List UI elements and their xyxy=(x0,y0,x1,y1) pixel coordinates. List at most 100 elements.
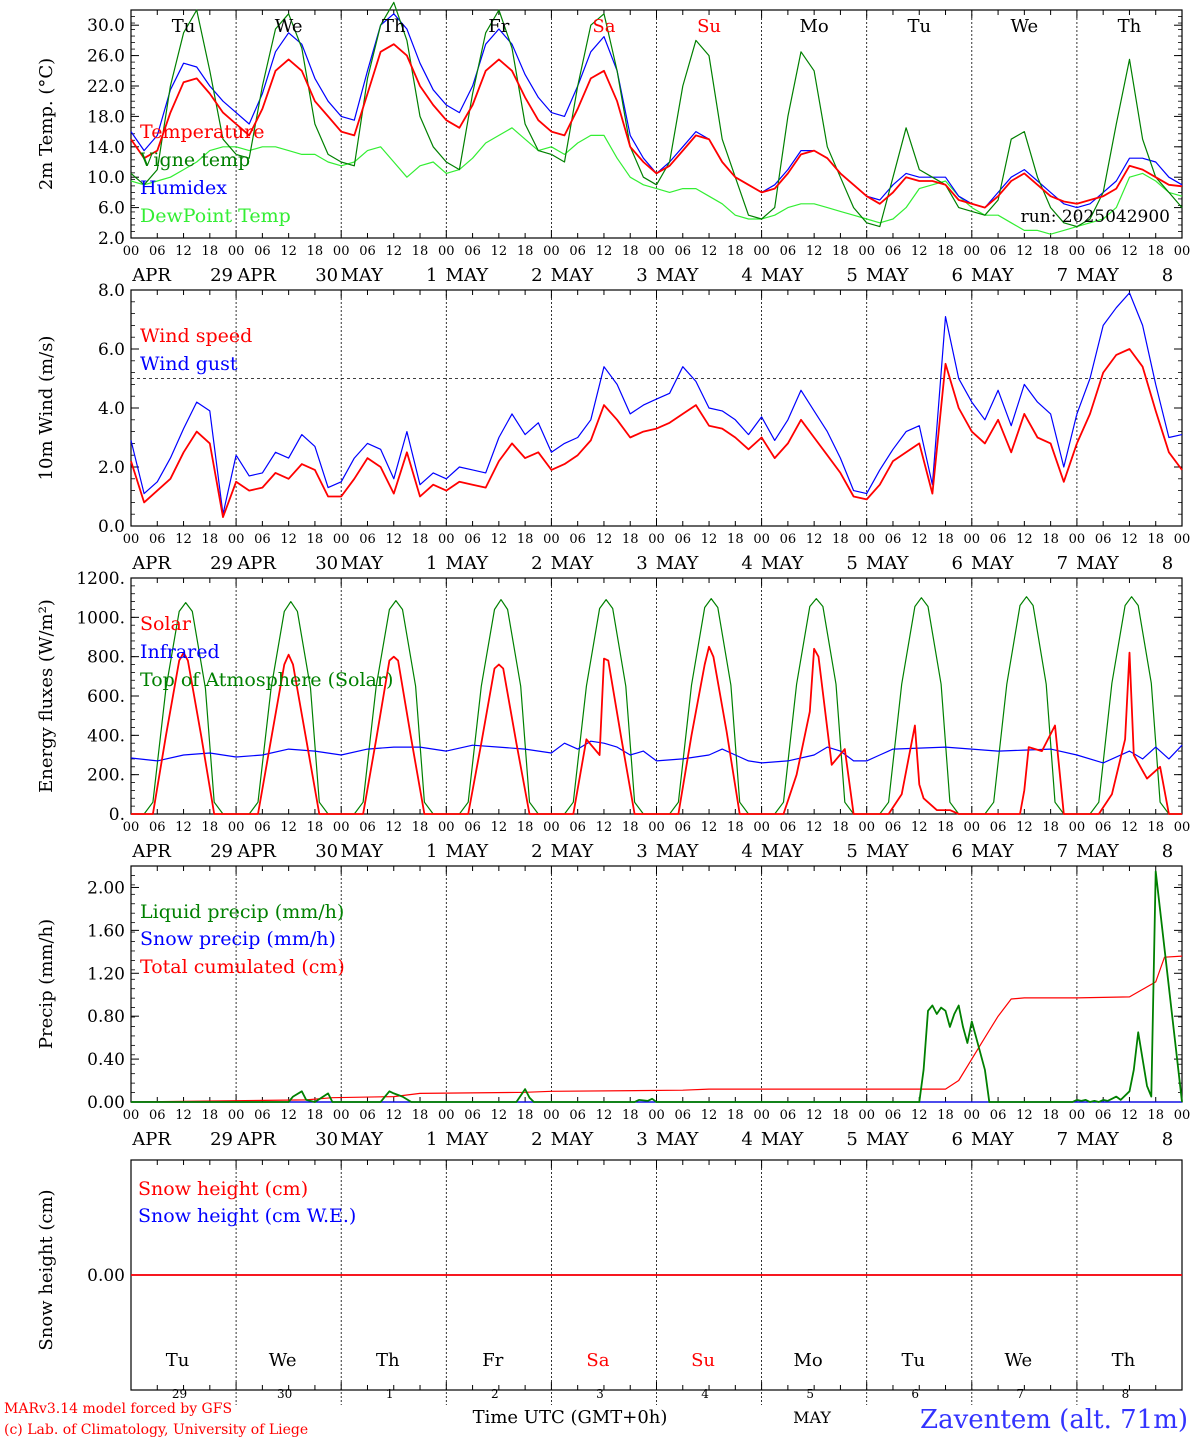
date-month-label: MAY xyxy=(761,1129,805,1150)
series-temperature-line xyxy=(130,43,1183,209)
hour-tick-label: 00 xyxy=(228,244,245,259)
hour-tick-label: 06 xyxy=(675,532,692,547)
date-month-label: MAY xyxy=(866,1129,910,1150)
hour-tick-label: 12 xyxy=(596,1108,613,1123)
hour-tick-label: 12 xyxy=(280,532,297,547)
date-day-label: 6 xyxy=(952,553,963,574)
hour-tick-label: 06 xyxy=(780,820,797,835)
day-name-label: Fr xyxy=(482,1350,503,1371)
hour-tick-label: 06 xyxy=(675,820,692,835)
date-month-label: APR xyxy=(236,841,276,862)
hour-tick-label: 00 xyxy=(1174,820,1191,835)
hour-tick-label: 00 xyxy=(648,244,665,259)
date-day-label: 6 xyxy=(952,1129,963,1150)
day-name-label: Th xyxy=(1112,1350,1136,1371)
hour-tick-label: 00 xyxy=(858,244,875,259)
hour-tick-label: 12 xyxy=(806,1108,823,1123)
hour-tick-label: 18 xyxy=(622,1108,639,1123)
day-name-label: We xyxy=(275,16,303,37)
date-month-label: MAY xyxy=(656,553,700,574)
hour-tick-label: 06 xyxy=(359,244,376,259)
hour-tick-label: 12 xyxy=(1121,532,1138,547)
series-solar-line xyxy=(131,645,1182,815)
hour-tick-label: 00 xyxy=(228,820,245,835)
hour-tick-label: 00 xyxy=(1069,820,1086,835)
hour-tick-label: 12 xyxy=(1121,820,1138,835)
hour-tick-label: 12 xyxy=(491,1108,508,1123)
date-day-label: 5 xyxy=(846,841,857,862)
date-day-label: 8 xyxy=(1162,841,1173,862)
date-month-label: MAY xyxy=(866,553,910,574)
date-day-label: 3 xyxy=(636,1129,647,1150)
legend-entry: Total cumulated (cm) xyxy=(140,956,345,978)
y-tick-label: 14.0 xyxy=(87,138,125,158)
hour-tick-label: 06 xyxy=(990,1108,1007,1123)
hour-tick-label: 18 xyxy=(832,532,849,547)
legend-entry: Temperature xyxy=(140,121,264,143)
hour-tick-label: 06 xyxy=(885,244,902,259)
hour-tick-label: 18 xyxy=(517,532,534,547)
date-day-label: 1 xyxy=(426,1129,437,1150)
hour-tick-label: 06 xyxy=(149,532,166,547)
hour-tick-label: 00 xyxy=(648,1108,665,1123)
y-axis-title: 2m Temp. (°C) xyxy=(36,58,57,190)
day-number-label: 29 xyxy=(172,1387,187,1401)
date-month-label: MAY xyxy=(446,553,490,574)
date-month-label: MAY xyxy=(551,265,595,286)
hour-tick-label: 12 xyxy=(1016,244,1033,259)
date-day-label: 29 xyxy=(210,265,233,286)
legend-entry: Infrared xyxy=(140,641,220,663)
hour-tick-label: 18 xyxy=(307,244,324,259)
hour-tick-label: 00 xyxy=(858,532,875,547)
y-tick-label: 0. xyxy=(109,805,125,825)
hour-tick-label: 12 xyxy=(280,820,297,835)
date-month-label: MAY xyxy=(761,553,805,574)
hour-tick-label: 12 xyxy=(280,244,297,259)
legend-entry: Wind gust xyxy=(140,353,238,375)
hour-tick-label: 00 xyxy=(753,532,770,547)
date-month-label: APR xyxy=(131,553,171,574)
y-tick-label: 10.0 xyxy=(87,168,125,188)
hour-tick-label: 00 xyxy=(1069,1108,1086,1123)
hour-tick-label: 00 xyxy=(1174,532,1191,547)
panel-1: 00 06 12 18 00 06 12 18 00 06 12 18 00 06 12 18 00 06 12 18… xyxy=(36,1,1190,286)
hour-tick-label: 06 xyxy=(990,532,1007,547)
date-month-label: MAY xyxy=(971,265,1015,286)
y-tick-label: 200. xyxy=(87,766,125,786)
hour-tick-label: 12 xyxy=(385,532,402,547)
hour-tick-label: 00 xyxy=(123,532,140,547)
day-name-label: Tu xyxy=(907,16,931,37)
hour-tick-label: 12 xyxy=(491,820,508,835)
hour-tick-label: 12 xyxy=(175,244,192,259)
day-number-label: 3 xyxy=(596,1387,604,1401)
date-day-label: 2 xyxy=(531,265,542,286)
hour-tick-label: 18 xyxy=(937,244,954,259)
time-axis-title: Time UTC (GMT+0h) xyxy=(473,1407,668,1428)
date-day-label: 4 xyxy=(741,265,752,286)
hour-tick-label: 00 xyxy=(438,532,455,547)
date-day-label: 3 xyxy=(636,265,647,286)
hour-tick-label: 00 xyxy=(333,532,350,547)
day-name-label: Sa xyxy=(592,16,615,37)
date-month-label: MAY xyxy=(1076,553,1120,574)
y-tick-label: 0.00 xyxy=(87,1093,125,1113)
legend-entry: Liquid precip (mm/h) xyxy=(140,901,344,923)
date-day-label: 29 xyxy=(210,553,233,574)
footer-model-credit: MARv3.14 model forced by GFS xyxy=(4,1401,232,1417)
day-name-label: Mo xyxy=(800,16,829,37)
hour-tick-label: 00 xyxy=(753,820,770,835)
hour-tick-label: 00 xyxy=(964,1108,981,1123)
date-month-label: MAY xyxy=(446,1129,490,1150)
date-month-label: APR xyxy=(131,1129,171,1150)
date-day-label: 8 xyxy=(1162,1129,1173,1150)
hour-tick-label: 12 xyxy=(385,1108,402,1123)
hour-tick-label: 12 xyxy=(175,820,192,835)
hour-tick-label: 06 xyxy=(885,820,902,835)
day-name-label: Fr xyxy=(488,16,509,37)
date-day-label: 4 xyxy=(741,841,752,862)
hour-tick-label: 18 xyxy=(1147,820,1164,835)
day-name-label: Su xyxy=(697,16,721,37)
hour-tick-label: 18 xyxy=(727,1108,744,1123)
hour-tick-label: 18 xyxy=(1147,1108,1164,1123)
hour-tick-label: 06 xyxy=(464,820,481,835)
